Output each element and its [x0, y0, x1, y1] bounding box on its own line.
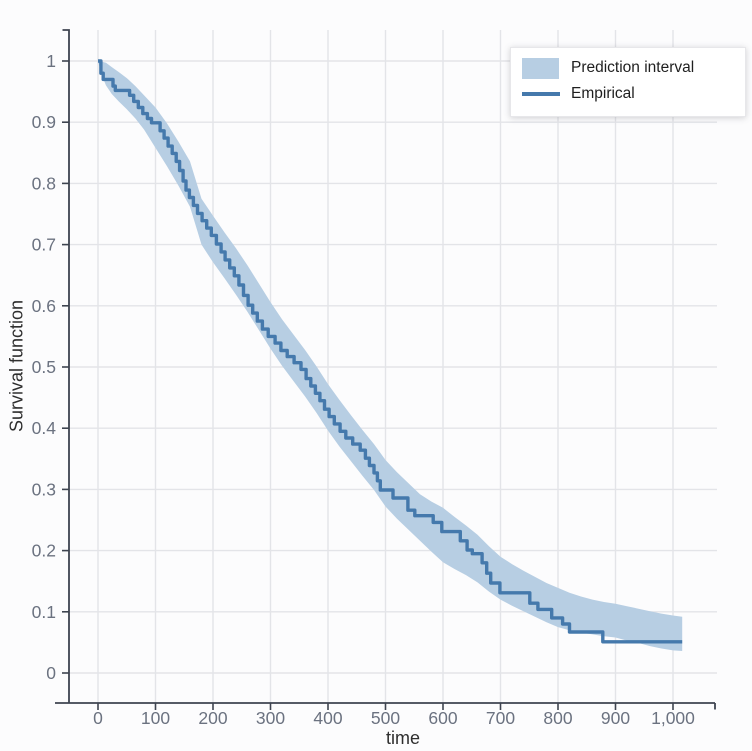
svg-text:900: 900: [601, 708, 630, 728]
prediction-interval-swatch: [522, 57, 559, 79]
svg-text:0.7: 0.7: [32, 235, 56, 255]
legend-label-empirical: Empirical: [571, 85, 635, 102]
legend-label-prediction-interval: Prediction interval: [571, 59, 695, 76]
x-tick-labels: 0 100 200 300 400 500 600 700 800 900 1,000: [93, 708, 695, 728]
svg-text:700: 700: [486, 708, 515, 728]
svg-text:500: 500: [371, 708, 400, 728]
legend-row-empirical: Empirical: [522, 81, 735, 107]
svg-text:0.1: 0.1: [32, 602, 56, 622]
legend: Prediction interval Empirical: [510, 47, 746, 117]
svg-text:0.9: 0.9: [32, 112, 56, 132]
svg-text:1: 1: [46, 51, 56, 71]
y-tick-labels: 0 0.1 0.2 0.3 0.4 0.5 0.6 0.7 0.8 0.9 1: [32, 51, 57, 683]
svg-text:0.3: 0.3: [32, 479, 56, 499]
svg-text:1,000: 1,000: [651, 708, 695, 728]
svg-text:600: 600: [428, 708, 457, 728]
prediction-interval-band: [98, 61, 683, 651]
svg-text:0: 0: [46, 663, 56, 683]
svg-text:0.5: 0.5: [32, 357, 56, 377]
svg-text:0.2: 0.2: [32, 541, 56, 561]
svg-text:800: 800: [543, 708, 572, 728]
y-axis-title: Survival function: [6, 299, 27, 433]
legend-row-prediction-interval: Prediction interval: [522, 55, 735, 81]
svg-text:0.4: 0.4: [32, 418, 57, 438]
x-axis-title: time: [385, 728, 421, 748]
empirical-line: [98, 59, 683, 644]
svg-text:0.8: 0.8: [32, 173, 56, 193]
svg-text:0.6: 0.6: [32, 296, 56, 316]
empirical-line-swatch: [522, 92, 560, 96]
svg-text:200: 200: [198, 708, 227, 728]
svg-text:100: 100: [141, 708, 170, 728]
svg-text:0: 0: [93, 708, 103, 728]
svg-text:400: 400: [313, 708, 342, 728]
tick-marks: [62, 60, 674, 710]
svg-text:300: 300: [256, 708, 285, 728]
